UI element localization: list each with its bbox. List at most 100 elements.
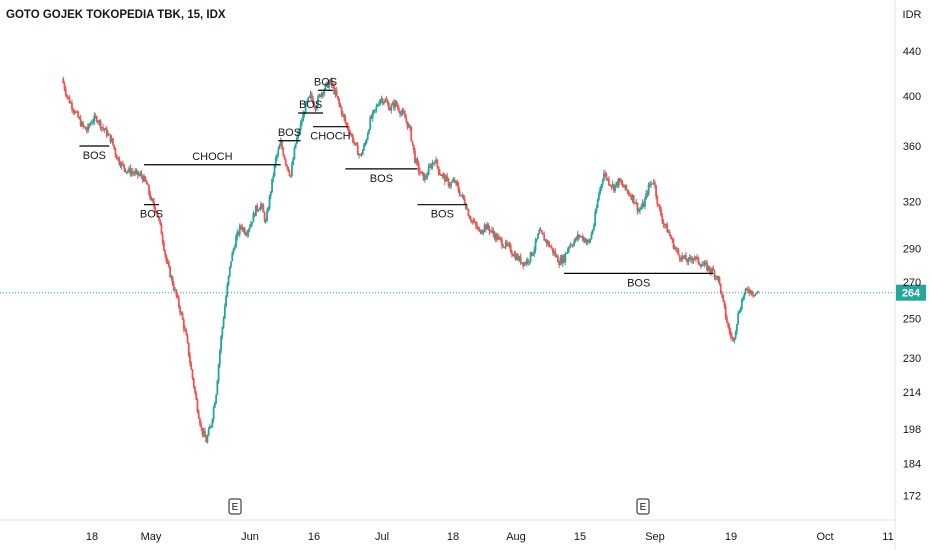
candle <box>640 204 643 210</box>
candle <box>455 180 457 186</box>
candle <box>294 143 297 149</box>
y-tick-label: 214 <box>903 387 921 399</box>
candle <box>135 168 138 175</box>
candle <box>612 183 615 194</box>
candle <box>734 330 737 341</box>
candle <box>696 253 698 260</box>
x-tick-label: 18 <box>447 531 459 543</box>
candle <box>151 197 154 203</box>
candle <box>548 240 551 248</box>
candle <box>384 97 387 103</box>
candle <box>599 186 602 196</box>
candle <box>251 222 254 227</box>
candle <box>476 221 479 230</box>
candle <box>523 261 526 267</box>
candle <box>749 289 752 295</box>
candle <box>68 94 71 104</box>
candle <box>620 178 623 186</box>
candle <box>177 295 180 309</box>
candle <box>80 120 83 128</box>
candle <box>458 187 461 197</box>
candle <box>708 266 711 274</box>
candle <box>671 236 674 243</box>
candle <box>631 193 634 204</box>
candle <box>415 157 418 166</box>
candle <box>622 184 625 188</box>
candle <box>641 199 644 210</box>
candle <box>144 175 147 182</box>
candle <box>508 241 511 249</box>
candle <box>681 252 684 263</box>
candle <box>576 230 579 243</box>
candle <box>383 101 385 106</box>
candle <box>182 318 185 333</box>
candle <box>73 109 76 116</box>
candle <box>238 223 241 238</box>
candle <box>446 172 449 182</box>
earnings-event-marker[interactable]: E <box>636 498 650 515</box>
candle <box>155 210 158 215</box>
candle <box>683 254 686 260</box>
candle <box>670 234 672 240</box>
annotation-label: BOS <box>83 150 106 162</box>
candle <box>626 189 629 194</box>
candle <box>257 208 260 212</box>
candle <box>586 239 589 246</box>
candle <box>644 196 646 210</box>
candle <box>79 114 82 128</box>
candle <box>172 281 175 293</box>
candle <box>339 102 342 109</box>
annotation-label: BOS <box>314 76 337 88</box>
candle <box>617 177 620 189</box>
candle <box>368 128 370 135</box>
candle <box>279 137 282 147</box>
candle <box>169 265 172 278</box>
candle <box>355 142 358 146</box>
candle <box>405 114 408 124</box>
candle <box>82 121 85 129</box>
candle <box>666 221 669 233</box>
earnings-event-marker[interactable]: E <box>228 498 242 515</box>
candle <box>391 101 394 106</box>
annotation-bos: BOS <box>314 76 337 91</box>
candle <box>146 182 149 186</box>
candle <box>375 103 378 113</box>
candle <box>389 107 392 111</box>
candle <box>743 292 746 300</box>
candle <box>103 128 106 134</box>
candle <box>278 143 281 150</box>
candle <box>627 189 630 197</box>
candle <box>750 290 753 297</box>
candle <box>363 142 365 151</box>
candle <box>481 229 483 235</box>
price-axis: IDR 440 400 360 320 290 270 250 230 214 198 184 172 <box>903 9 922 502</box>
candle <box>514 250 517 261</box>
candle <box>125 171 128 175</box>
candle <box>732 336 735 342</box>
candle <box>456 179 459 188</box>
candle <box>77 110 80 119</box>
candle <box>298 128 301 135</box>
x-tick-label: Oct <box>816 531 833 543</box>
candle <box>570 243 573 247</box>
candle <box>129 164 132 177</box>
candle <box>528 261 531 266</box>
candle <box>308 95 311 99</box>
candle <box>629 192 631 197</box>
candle <box>373 109 375 115</box>
candle <box>557 254 559 263</box>
candle <box>292 156 295 166</box>
candle <box>242 227 245 233</box>
candle <box>442 172 445 179</box>
candle <box>430 163 433 171</box>
candle <box>558 260 561 269</box>
candle <box>192 377 195 389</box>
candle <box>291 161 293 178</box>
candle <box>539 226 542 232</box>
candle <box>605 172 608 181</box>
y-tick-label: 290 <box>903 243 921 255</box>
candle <box>199 417 201 427</box>
candle <box>87 123 89 133</box>
candle <box>62 76 65 84</box>
